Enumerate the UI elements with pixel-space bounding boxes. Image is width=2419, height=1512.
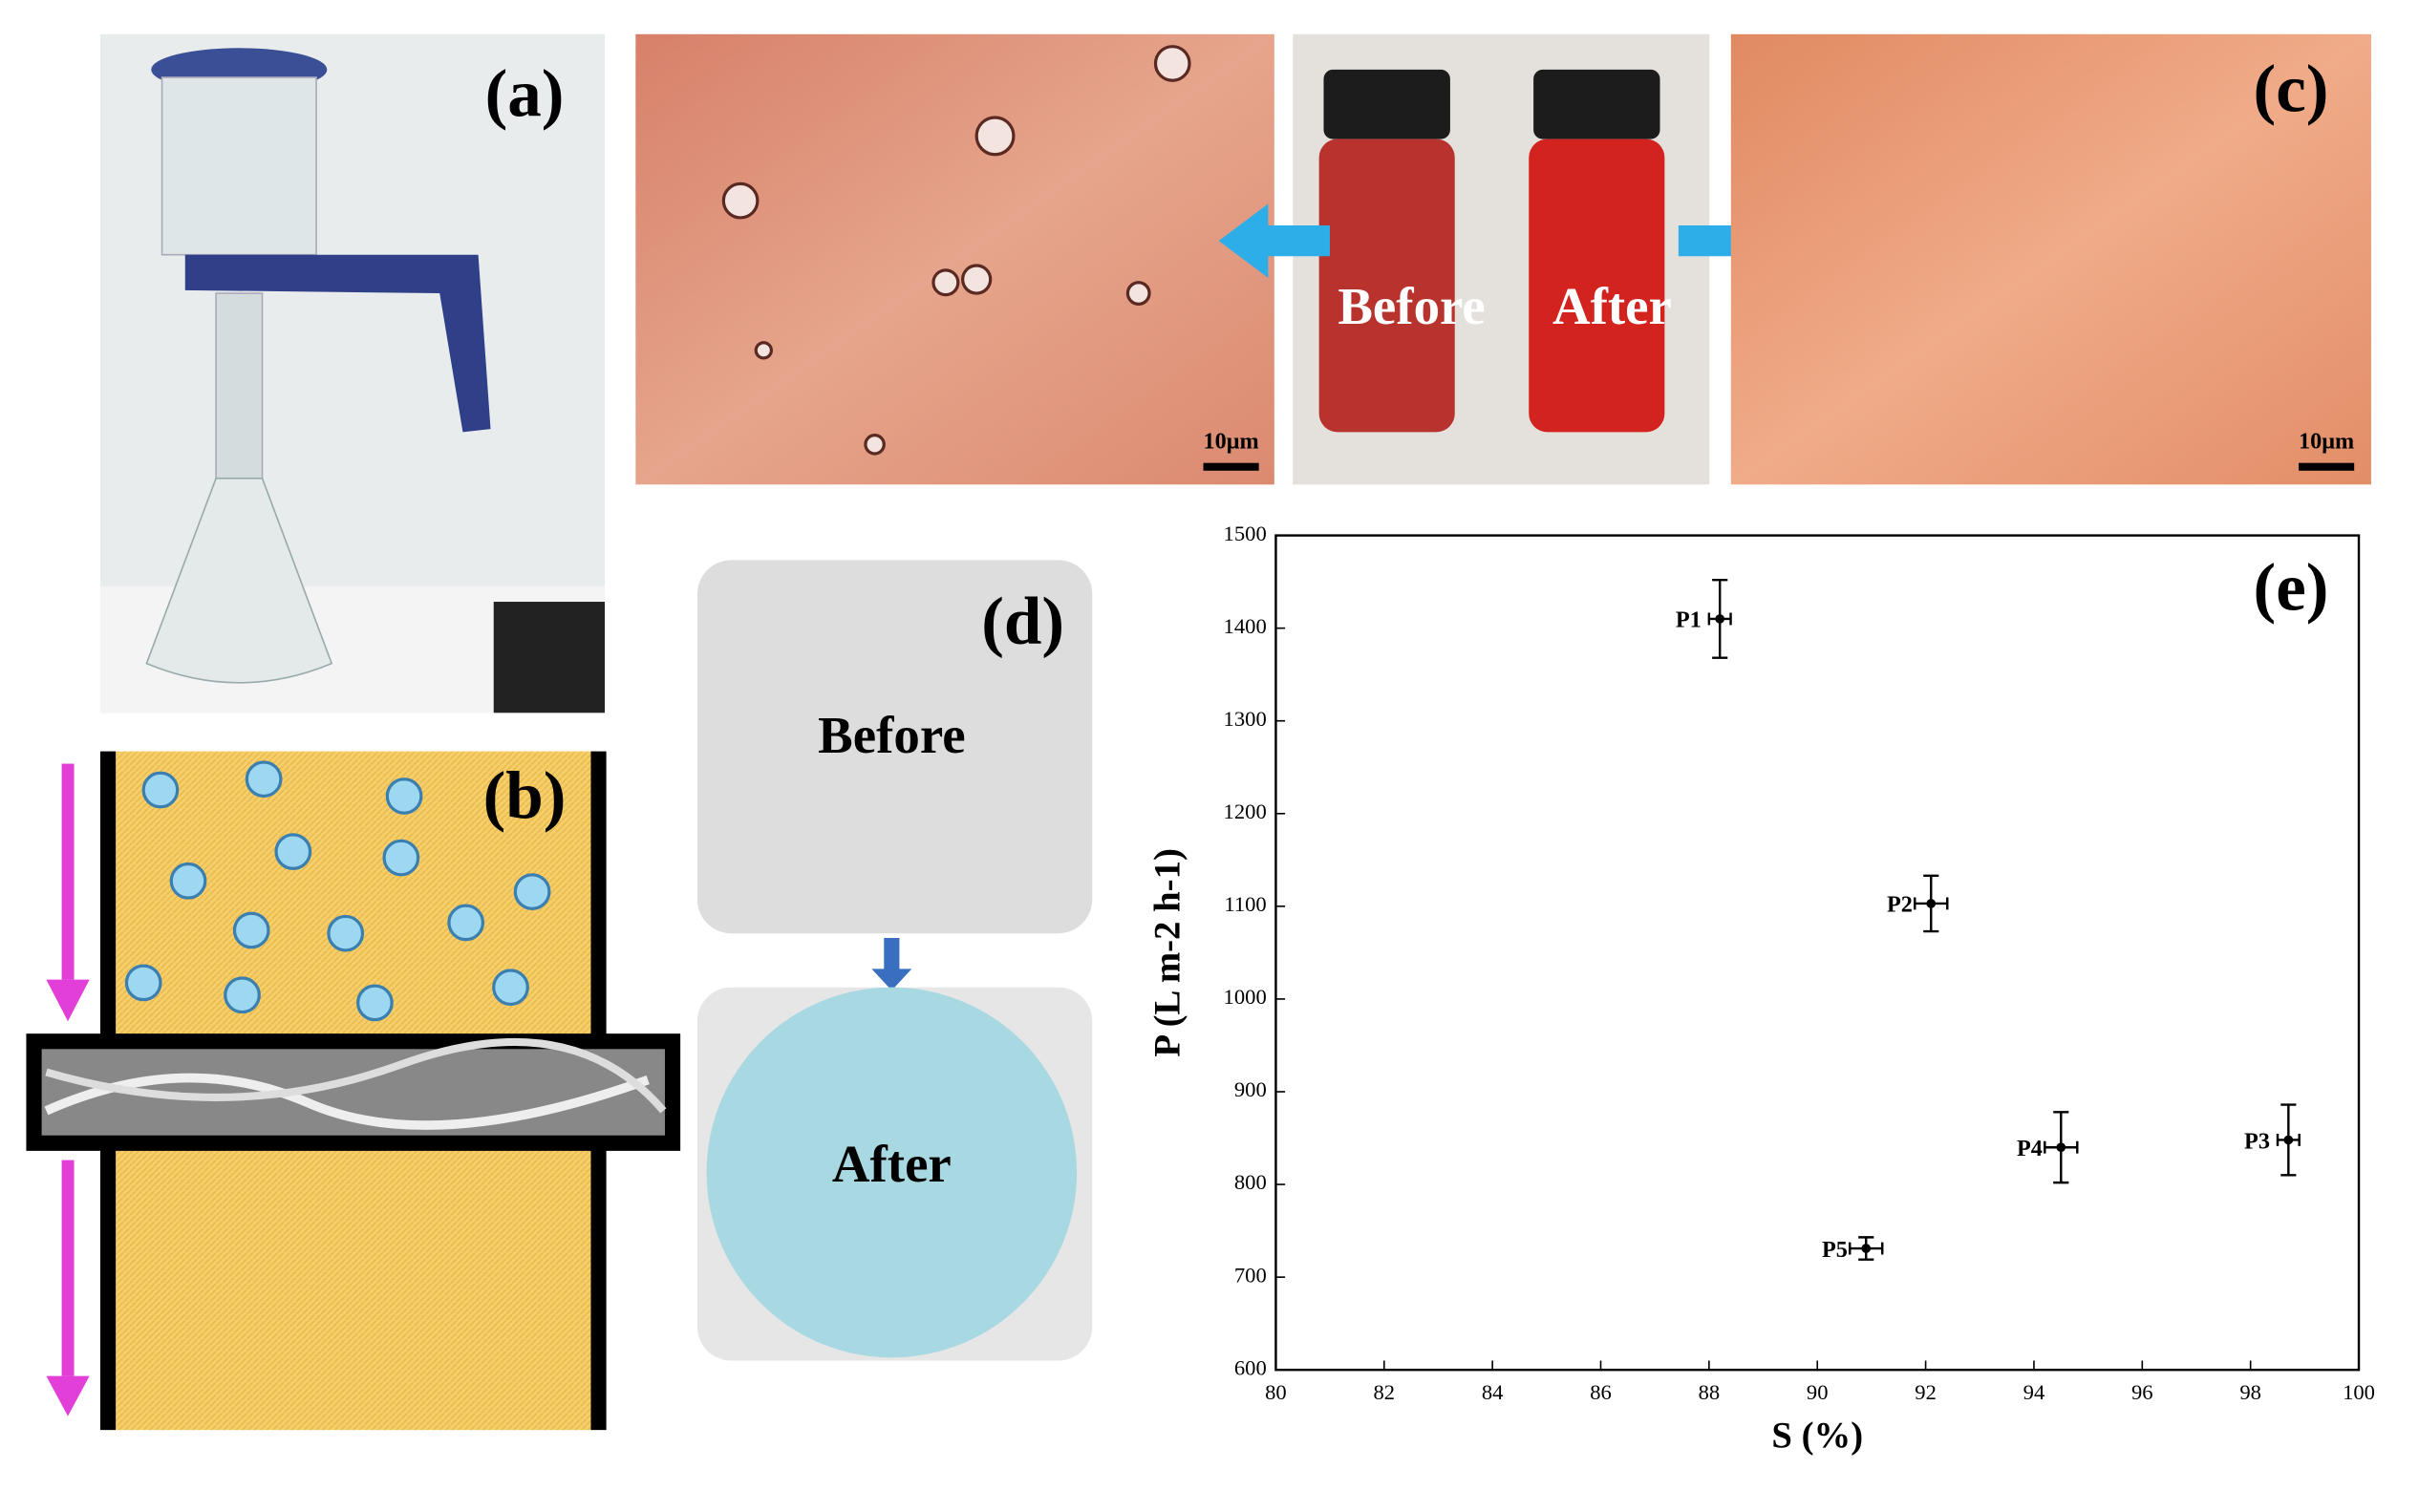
micrograph-before <box>635 33 1274 485</box>
x-axis-label: S (%) <box>1771 1416 1863 1457</box>
x-tick-label: 84 <box>1482 1380 1504 1404</box>
panel-c: 10μm Before After 10μm (c) <box>635 33 2371 485</box>
x-tick-label: 86 <box>1590 1380 1612 1404</box>
panel-label: (e) <box>2254 550 2329 625</box>
point <box>1926 899 1937 908</box>
y-tick-label: 1300 <box>1224 707 1267 731</box>
x-tick-label: 82 <box>1373 1380 1395 1404</box>
x-tick-label: 98 <box>2239 1380 2261 1404</box>
cap <box>1533 69 1660 139</box>
point <box>1861 1244 1872 1253</box>
vial-after <box>1529 138 1665 433</box>
neck <box>215 292 264 479</box>
panel-b: (b) <box>26 751 681 1431</box>
plot-frame <box>1274 534 2361 1372</box>
panel-label: (d) <box>981 585 1064 659</box>
panel-label: (a) <box>485 57 565 132</box>
y-tick-label: 800 <box>1234 1170 1267 1194</box>
scale-label: 10μm <box>1204 428 1259 454</box>
membrane-before <box>696 560 1093 934</box>
point-label: P3 <box>2244 1128 2270 1154</box>
cap <box>1323 69 1450 139</box>
fiber <box>44 1073 650 1130</box>
point-label: P4 <box>2017 1136 2043 1161</box>
panel-a: (a) <box>99 33 605 713</box>
membrane-label: Before <box>818 706 965 764</box>
point <box>1715 614 1725 624</box>
y-tick-label: 1200 <box>1224 799 1267 823</box>
panel-label: (c) <box>2254 53 2329 127</box>
x-tick-label: 90 <box>1807 1380 1829 1404</box>
oil-droplets <box>721 45 1191 456</box>
y-tick-label: 900 <box>1234 1077 1267 1101</box>
point-label: P1 <box>1676 607 1702 633</box>
y-axis-label: P (L m-2 h-1) <box>1147 848 1188 1057</box>
droplets <box>124 760 551 1022</box>
panel-label: (b) <box>483 758 567 833</box>
x-tick-label: 100 <box>2343 1380 2375 1404</box>
y-tick-label: 600 <box>1234 1355 1267 1379</box>
scale-bar <box>1203 462 1259 471</box>
point <box>2056 1142 2066 1153</box>
x-tick-label: 94 <box>2023 1380 2045 1404</box>
x-tick-label: 80 <box>1265 1380 1287 1404</box>
fiber <box>45 1038 667 1114</box>
point-label: P2 <box>1887 892 1913 918</box>
vial-before <box>1318 138 1455 433</box>
vial-label: After <box>1552 277 1672 335</box>
point-label: P5 <box>1822 1237 1848 1263</box>
y-tick-label: 1100 <box>1224 892 1266 916</box>
micrograph-after <box>1730 33 2371 485</box>
scale-label: 10μm <box>2299 428 2354 454</box>
y-tick-label: 1500 <box>1224 522 1267 545</box>
point <box>2283 1135 2294 1145</box>
clamp <box>184 254 491 433</box>
flask <box>145 478 333 684</box>
panel-d: Before (d) After <box>696 560 1093 1361</box>
vial-label: Before <box>1338 277 1485 335</box>
arrow <box>1218 203 1330 278</box>
scatter-chart: 80 82 84 86 88 90 92 94 96 98 100 600 700 800 900 1000 1… <box>1147 522 2375 1457</box>
arrow <box>871 938 912 990</box>
y-tick-label: 1000 <box>1224 985 1267 1009</box>
membrane-label: After <box>832 1135 952 1193</box>
funnel <box>161 76 317 256</box>
object <box>493 602 605 713</box>
x-tick-label: 92 <box>1915 1380 1937 1404</box>
scale-bar <box>2299 462 2355 471</box>
x-tick-label: 96 <box>2131 1380 2153 1404</box>
flow-arrows <box>46 763 90 1416</box>
y-tick-label: 700 <box>1234 1263 1267 1287</box>
y-tick-label: 1400 <box>1224 614 1267 638</box>
membrane-after <box>706 987 1078 1358</box>
x-tick-label: 88 <box>1699 1380 1721 1404</box>
